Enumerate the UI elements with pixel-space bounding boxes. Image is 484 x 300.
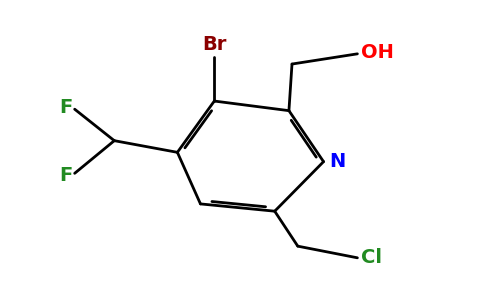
Text: N: N <box>329 152 345 171</box>
Text: OH: OH <box>361 43 394 61</box>
Text: Cl: Cl <box>361 248 382 267</box>
Text: F: F <box>59 166 72 184</box>
Text: F: F <box>59 98 72 117</box>
Text: Br: Br <box>202 35 227 54</box>
